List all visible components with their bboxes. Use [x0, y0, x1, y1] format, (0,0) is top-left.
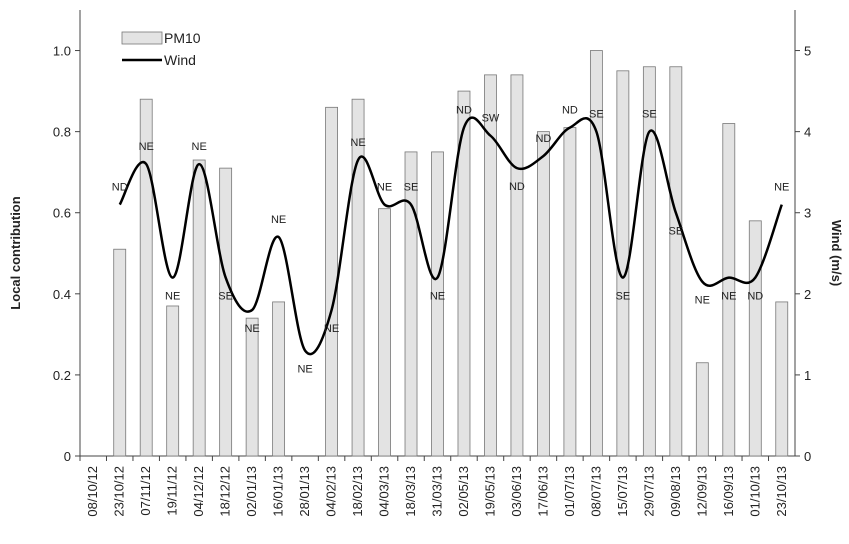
- x-tick-label: 29/07/13: [641, 466, 656, 517]
- x-tick-label: 28/01/13: [297, 466, 312, 517]
- x-tick-label: 16/01/13: [271, 466, 286, 517]
- direction-label: ND: [456, 105, 472, 117]
- y2-tick-label: 3: [804, 206, 811, 221]
- direction-label: SE: [616, 291, 631, 303]
- bar: [272, 301, 286, 457]
- direction-label: SE: [668, 226, 683, 238]
- bar: [563, 127, 577, 457]
- bar: [695, 362, 709, 457]
- wind-line: [118, 116, 783, 356]
- direction-label: ND: [535, 133, 551, 145]
- x-tick-label: 07/11/12: [138, 466, 153, 516]
- y2-tick-label: 2: [804, 287, 811, 302]
- bar: [351, 98, 365, 457]
- bar: [722, 123, 736, 457]
- x-tick-label: 15/07/13: [615, 466, 630, 517]
- bar: [378, 208, 391, 457]
- direction-label: NE: [721, 291, 736, 303]
- y-axis-label: Local contribution: [8, 196, 23, 309]
- y-tick-label: 0: [64, 449, 71, 464]
- x-tick-label: 02/01/13: [244, 466, 259, 517]
- bar: [325, 106, 338, 457]
- x-tick-label: 18/03/13: [403, 466, 418, 517]
- x-tick-label: 19/11/12: [165, 466, 180, 516]
- bar: [404, 151, 418, 457]
- y-tick-label: 0.4: [53, 287, 71, 302]
- bar: [484, 74, 497, 457]
- x-tick-label: 23/10/13: [774, 466, 789, 517]
- direction-label: NE: [377, 182, 392, 194]
- direction-label: SE: [218, 291, 233, 303]
- direction-label: NE: [165, 291, 180, 303]
- bar: [245, 317, 259, 457]
- direction-label: NE: [297, 364, 312, 376]
- y2-tick-label: 0: [804, 449, 811, 464]
- direction-label: NE: [695, 295, 710, 307]
- bar: [192, 159, 206, 457]
- x-tick-label: 16/09/13: [721, 466, 736, 517]
- x-tick-label: 17/06/13: [535, 466, 550, 517]
- bar: [139, 98, 153, 457]
- direction-label: NE: [139, 141, 154, 153]
- direction-label: SE: [589, 109, 604, 121]
- bar: [113, 248, 127, 457]
- bar: [775, 301, 789, 457]
- bar: [748, 220, 762, 457]
- x-tick-label: 19/05/13: [482, 466, 497, 517]
- direction-label: ND: [562, 105, 578, 117]
- bar: [166, 305, 180, 457]
- legend-swatch: [121, 31, 163, 45]
- x-tick-label: 01/07/13: [562, 466, 577, 517]
- y-tick-label: 0.6: [53, 206, 71, 221]
- x-tick-label: 31/03/13: [430, 466, 445, 517]
- bar: [669, 66, 683, 457]
- direction-label: ND: [509, 181, 525, 193]
- x-tick-label: 23/10/12: [112, 466, 127, 517]
- direction-label: NE: [192, 141, 207, 153]
- y2-axis-label: Wind (m/s): [829, 220, 844, 286]
- x-tick-label: 03/06/13: [509, 466, 524, 517]
- y-tick-label: 0.8: [53, 125, 71, 140]
- x-tick-label: 09/08/13: [668, 466, 683, 517]
- x-tick-label: 04/12/12: [191, 466, 206, 517]
- legend-label: PM10: [164, 30, 201, 46]
- bar: [219, 167, 233, 457]
- direction-label: NE: [774, 182, 789, 194]
- x-tick-label: 04/03/13: [377, 466, 392, 517]
- direction-label: ND: [747, 291, 763, 303]
- bar: [457, 90, 471, 457]
- y-tick-label: 0.2: [53, 368, 71, 383]
- x-tick-label: 18/12/12: [218, 466, 233, 517]
- bar: [589, 50, 603, 457]
- direction-label: SE: [642, 109, 657, 121]
- x-tick-label: 01/10/13: [747, 466, 762, 517]
- bar: [537, 131, 550, 457]
- x-tick-label: 08/07/13: [588, 466, 603, 517]
- legend-label: Wind: [164, 52, 196, 68]
- x-tick-label: 02/05/13: [456, 466, 471, 517]
- direction-label: SW: [482, 113, 500, 125]
- x-tick-label: 04/02/13: [324, 466, 339, 517]
- x-tick-label: 12/09/13: [694, 466, 709, 517]
- bar: [510, 74, 524, 457]
- x-tick-label: 08/10/12: [85, 466, 100, 517]
- direction-label: ND: [112, 182, 128, 194]
- y2-tick-label: 4: [804, 125, 811, 140]
- direction-label: SE: [404, 182, 419, 194]
- y2-tick-label: 5: [804, 44, 811, 59]
- direction-label: NE: [324, 323, 339, 335]
- direction-label: NE: [430, 291, 445, 303]
- direction-label: NE: [244, 323, 259, 335]
- direction-label: NE: [350, 137, 365, 149]
- bar: [642, 66, 656, 457]
- bar: [431, 151, 444, 457]
- x-tick-label: 18/02/13: [350, 466, 365, 517]
- y2-tick-label: 1: [804, 368, 811, 383]
- direction-label: NE: [271, 214, 286, 226]
- y-tick-label: 1.0: [53, 44, 71, 59]
